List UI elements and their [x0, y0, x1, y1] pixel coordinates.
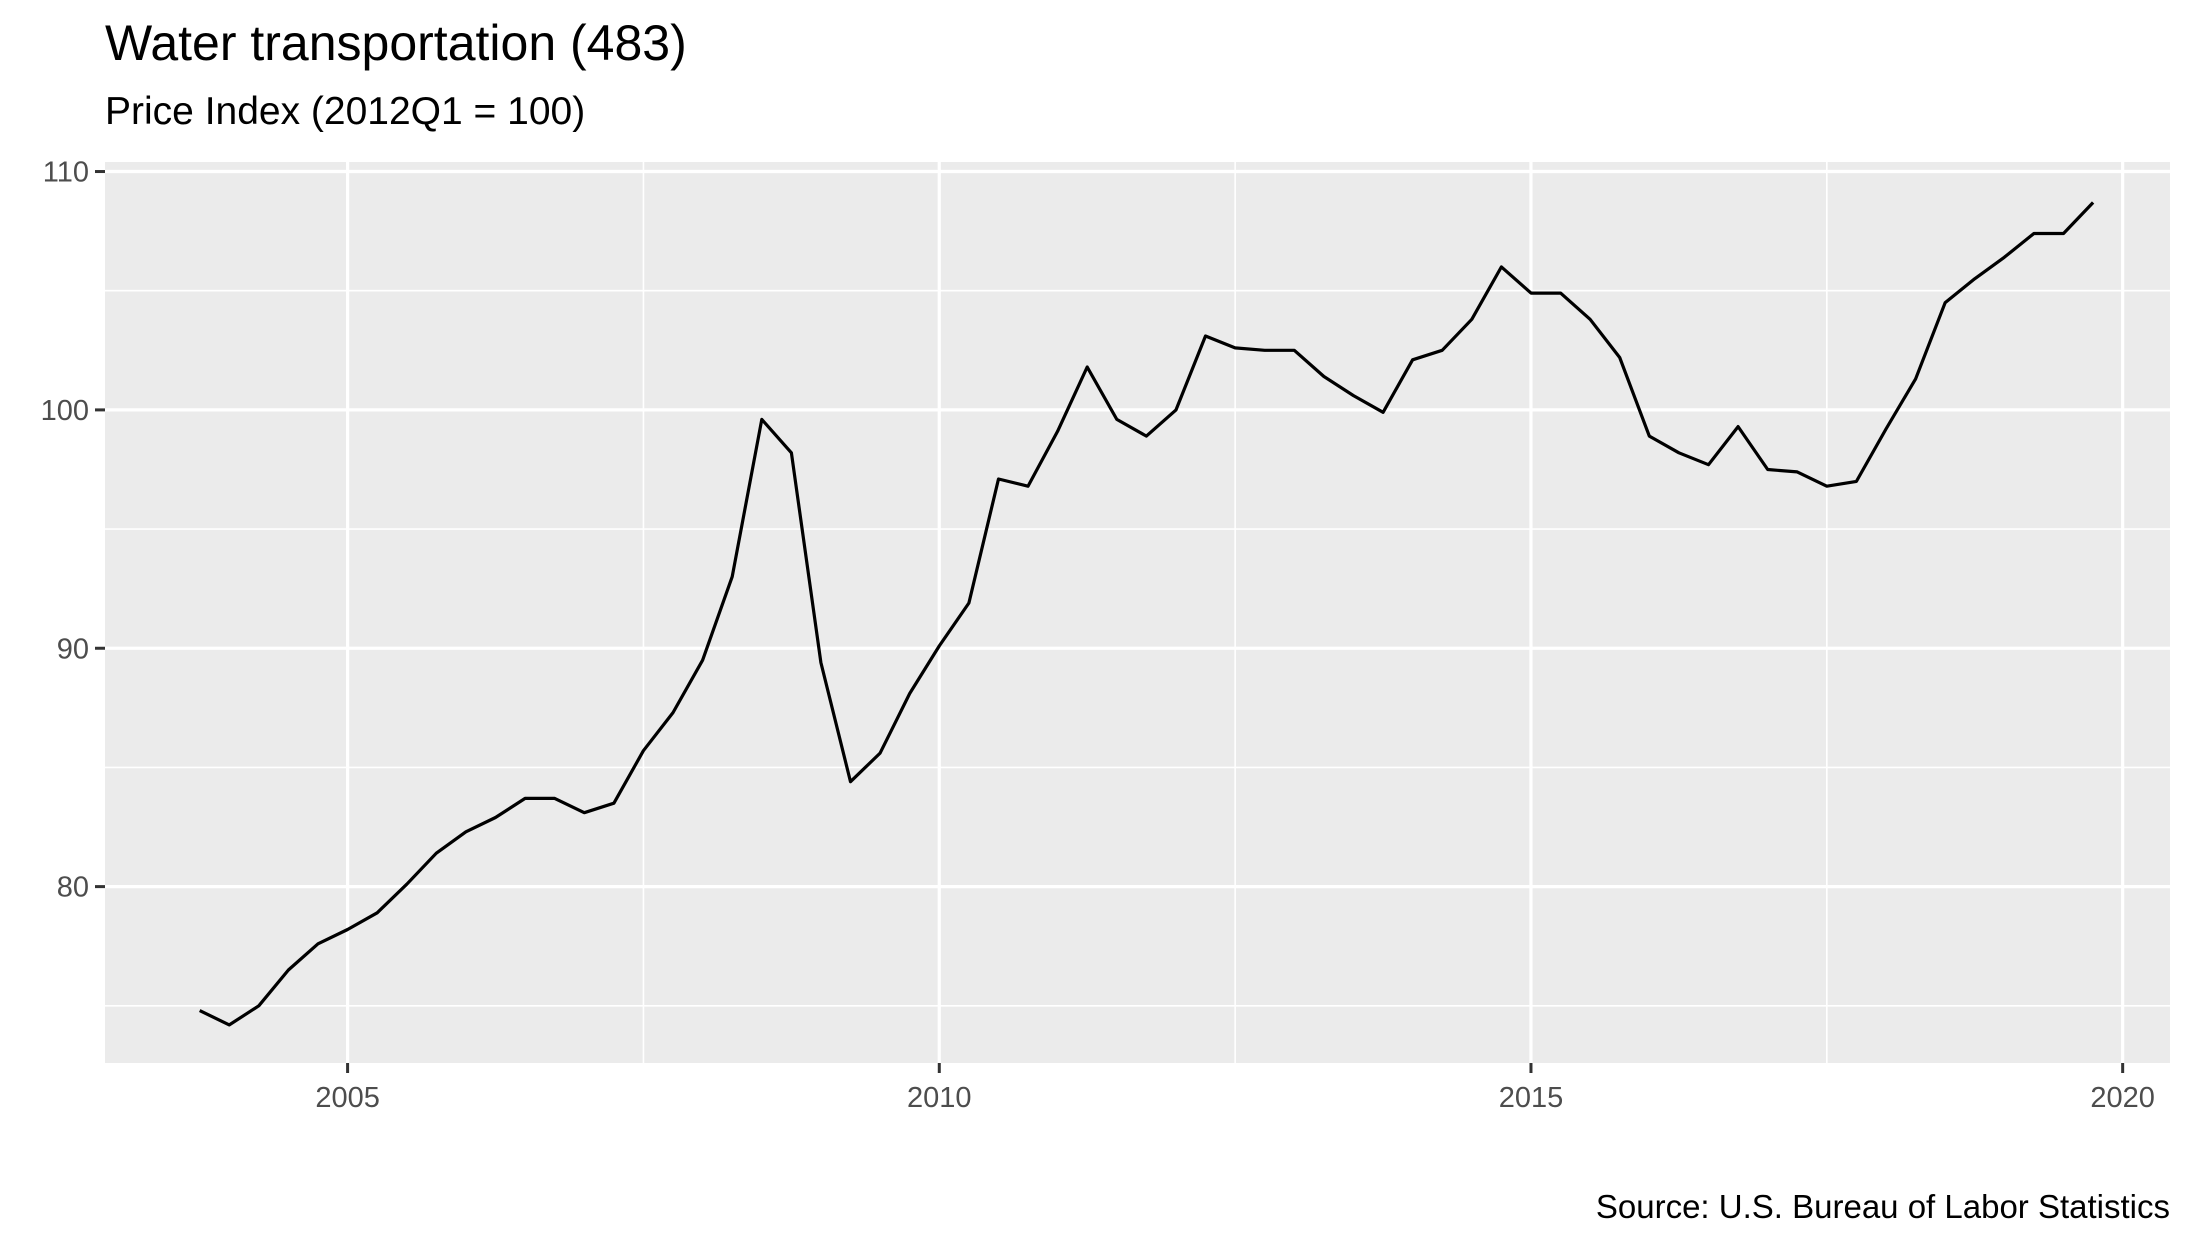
plot-panel	[105, 162, 2170, 1063]
x-tick-label: 2015	[1499, 1082, 1564, 1114]
x-tick-label: 2020	[2090, 1082, 2155, 1114]
source-caption: Source: U.S. Bureau of Labor Statistics	[1595, 1188, 2170, 1225]
minor-gridlines	[105, 162, 2170, 1063]
y-tick-label: 80	[57, 872, 89, 904]
y-tick-label: 90	[57, 633, 89, 665]
chart-subtitle: Price Index (2012Q1 = 100)	[105, 90, 586, 133]
x-axis: 2005 2010 2015 2020	[315, 1063, 2155, 1114]
y-tick-label: 110	[43, 157, 89, 189]
chart-title: Water transportation (483)	[105, 15, 687, 71]
y-tick-label: 100	[41, 395, 89, 427]
series-layer	[199, 201, 2095, 1027]
major-gridlines	[105, 162, 2170, 1063]
x-tick-label: 2005	[315, 1082, 380, 1114]
series-line	[199, 201, 2095, 1027]
y-axis: 80 90 100 110	[41, 157, 105, 904]
x-tick-label: 2010	[907, 1082, 972, 1114]
